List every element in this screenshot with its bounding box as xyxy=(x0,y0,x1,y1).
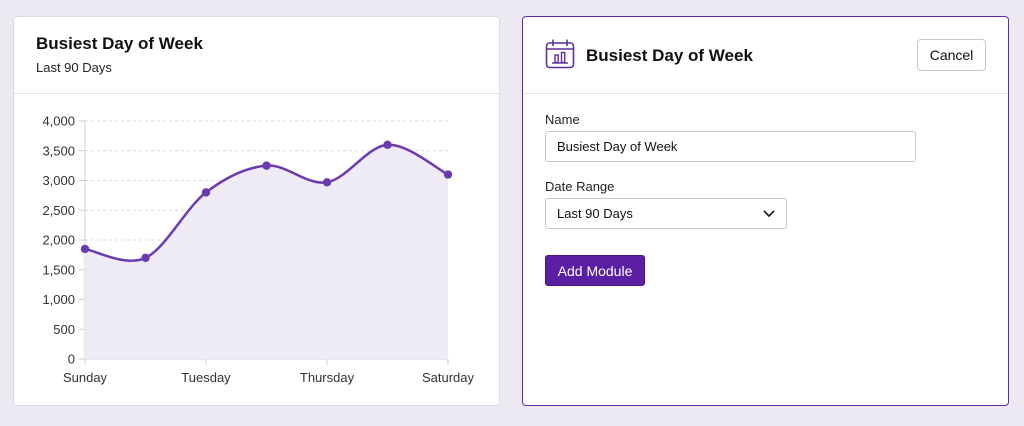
y-tick-label: 1,500 xyxy=(42,262,75,277)
y-tick-label: 3,000 xyxy=(42,173,75,188)
x-tick-label: Sunday xyxy=(63,370,108,385)
name-input[interactable] xyxy=(545,131,916,162)
x-tick-label: Thursday xyxy=(300,370,355,385)
data-point xyxy=(262,161,271,170)
x-tick-label: Saturday xyxy=(422,370,475,385)
data-point xyxy=(141,253,150,263)
chart-title: Busiest Day of Week xyxy=(36,34,203,53)
y-tick-label: 500 xyxy=(53,322,75,337)
data-point xyxy=(443,170,453,179)
date-range-value: Last 90 Days xyxy=(557,206,633,221)
area-chart: 0 500 1,000 1,500 2,000 2,500 3,000 3,500 4,000 S… xyxy=(42,114,475,386)
name-label: Name xyxy=(545,112,580,127)
module-form-card: Busiest Day of Week Cancel Name Date Ran… xyxy=(522,16,1009,406)
calendar-chart-icon xyxy=(545,39,575,69)
cancel-button[interactable]: Cancel xyxy=(917,39,986,71)
data-point xyxy=(383,140,392,149)
form-card-header: Busiest Day of Week Cancel xyxy=(523,17,1008,94)
data-point xyxy=(80,244,90,254)
y-tick-label: 2,000 xyxy=(42,233,75,248)
chevron-down-icon xyxy=(763,210,775,217)
y-tick-label: 3,500 xyxy=(42,143,75,158)
y-tick-label: 4,000 xyxy=(42,114,75,129)
chart-subtitle: Last 90 Days xyxy=(36,60,112,75)
chart-card: Busiest Day of Week Last 90 Days 0 500 1,0… xyxy=(13,16,500,406)
date-range-label: Date Range xyxy=(545,179,615,194)
y-tick-label: 0 xyxy=(68,352,75,367)
x-tick-label: Tuesday xyxy=(181,370,231,385)
data-point xyxy=(322,178,332,187)
add-module-button[interactable]: Add Module xyxy=(545,255,645,286)
y-tick-label: 2,500 xyxy=(42,203,75,218)
data-point xyxy=(201,188,211,197)
form-title: Busiest Day of Week xyxy=(586,46,753,65)
date-range-select[interactable]: Last 90 Days xyxy=(545,198,787,229)
chart-card-header: Busiest Day of Week Last 90 Days xyxy=(14,17,499,94)
area-fill xyxy=(85,144,448,359)
y-tick-label: 1,000 xyxy=(42,292,75,307)
